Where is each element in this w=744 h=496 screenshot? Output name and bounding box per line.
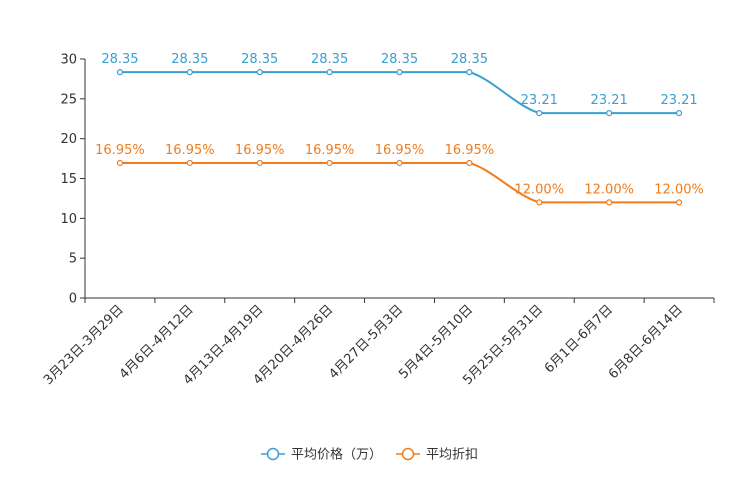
data-label: 28.35 — [381, 52, 418, 67]
data-label: 28.35 — [241, 52, 278, 67]
data-label: 12.00% — [584, 182, 634, 197]
data-point — [675, 199, 683, 206]
data-label: 16.95% — [165, 143, 215, 158]
data-point — [536, 199, 543, 206]
data-label: 28.35 — [311, 52, 348, 67]
data-point — [606, 109, 613, 117]
data-label: 16.95% — [235, 143, 285, 158]
data-point — [466, 159, 473, 167]
data-point — [186, 69, 193, 76]
data-point — [256, 69, 263, 76]
legend[interactable]: 平均价格（万） 平均折扣 — [261, 447, 478, 463]
legend-item-0[interactable]: 平均价格（万） — [261, 447, 382, 463]
legend-label: 平均价格（万） — [291, 447, 382, 463]
data-point — [675, 109, 683, 117]
data-point — [536, 109, 543, 117]
x-axis: 3月23日-3月29日4月6日-4月12日4月13日-4月19日4月20日-4月… — [41, 297, 715, 388]
data-label: 16.95% — [445, 143, 495, 158]
y-tick-label: 5 — [69, 252, 77, 267]
data-point — [466, 69, 473, 76]
data-point — [256, 159, 263, 167]
data-label: 23.21 — [591, 93, 628, 108]
data-label: 12.00% — [654, 182, 704, 197]
data-label: 28.35 — [171, 52, 208, 67]
data-label: 28.35 — [451, 52, 488, 67]
y-tick-label: 25 — [60, 92, 77, 107]
y-axis: 0 5 10 15 20 25 30 — [60, 53, 86, 307]
x-tick-label: 3月23日-3月29日 — [41, 302, 127, 388]
legend-item-1[interactable]: 平均折扣 — [396, 448, 478, 463]
data-point — [186, 159, 193, 167]
legend-circle-icon — [266, 447, 280, 461]
x-tick-label: 6月1日-6月7日 — [542, 302, 616, 376]
data-point — [396, 69, 403, 76]
y-tick-label: 10 — [60, 212, 77, 227]
x-tick-label: 4月27日-5月3日 — [326, 302, 406, 382]
data-point — [116, 69, 124, 76]
x-tick-label: 4月6日-4月12日 — [117, 302, 197, 382]
data-label: 12.00% — [514, 182, 564, 197]
data-label: 23.21 — [660, 93, 697, 108]
legend-circle-icon — [401, 447, 415, 461]
y-tick-label: 0 — [69, 292, 77, 307]
data-point — [326, 159, 333, 167]
data-point — [606, 199, 613, 206]
data-label: 16.95% — [305, 143, 355, 158]
x-tick-label: 5月4日-5月10日 — [396, 302, 476, 382]
data-point — [116, 159, 124, 167]
y-tick-label: 30 — [60, 53, 77, 68]
data-label: 28.35 — [101, 52, 138, 67]
data-label: 16.95% — [95, 143, 145, 158]
data-point — [396, 159, 403, 167]
series-labels: 28.35 28.35 28.35 28.35 28.35 28.35 23.21 23.21… — [95, 52, 704, 197]
y-tick-label: 20 — [60, 132, 77, 147]
data-label: 23.21 — [521, 93, 558, 108]
series-points — [116, 69, 683, 206]
y-tick-label: 15 — [60, 172, 77, 187]
x-tick-label: 6月8日-6月14日 — [606, 302, 686, 382]
legend-label: 平均折扣 — [426, 448, 478, 463]
data-point — [326, 69, 333, 76]
data-label: 16.95% — [375, 143, 425, 158]
